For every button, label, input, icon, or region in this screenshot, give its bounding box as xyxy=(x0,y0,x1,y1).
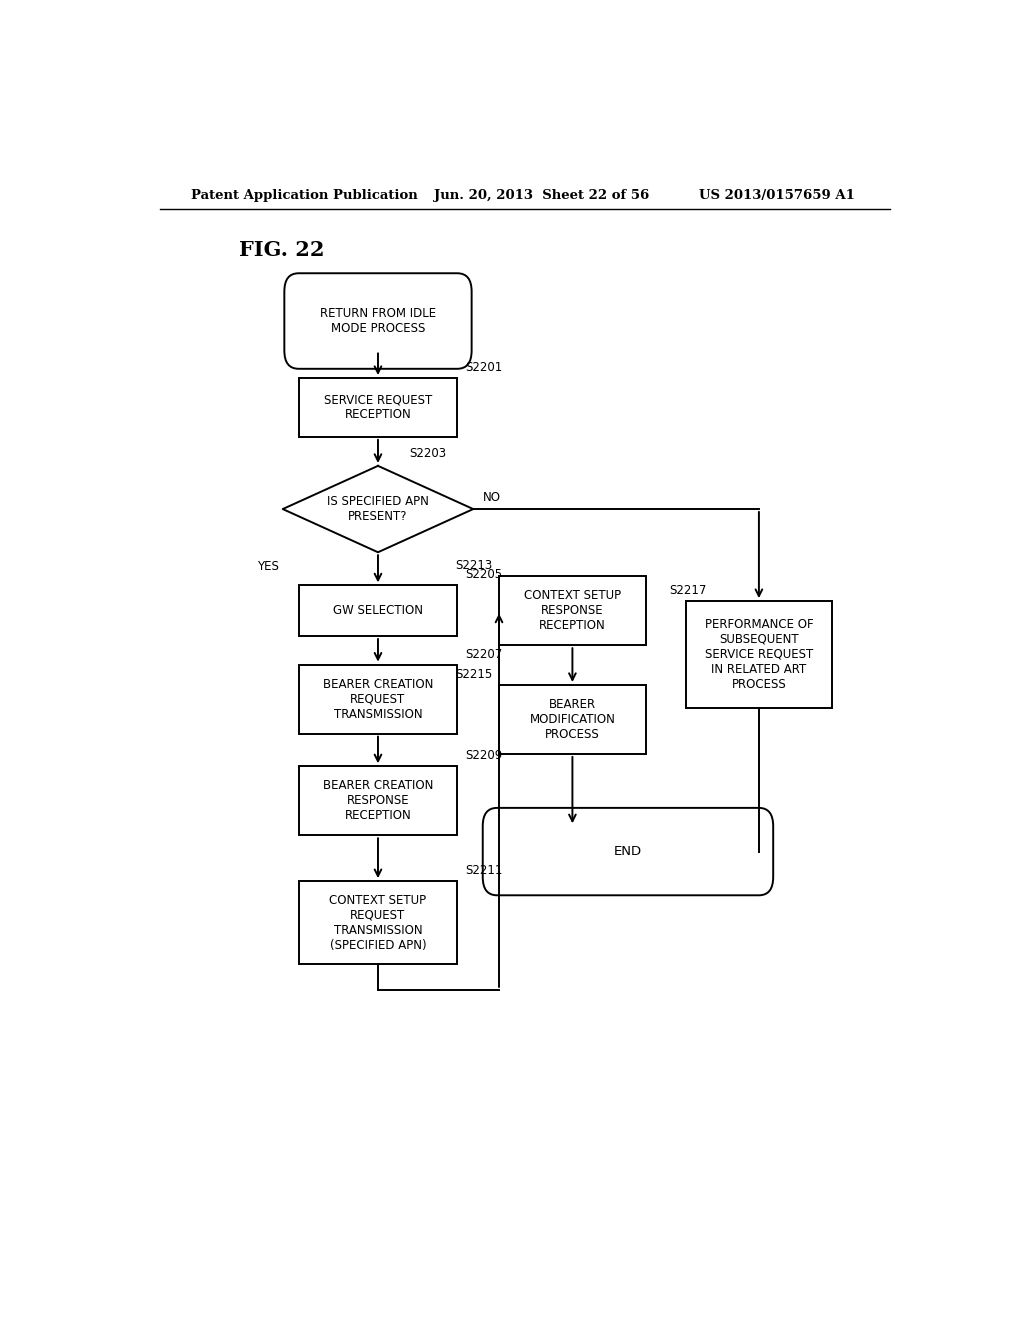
Text: END: END xyxy=(614,845,642,858)
FancyBboxPatch shape xyxy=(299,880,458,965)
Text: S2213: S2213 xyxy=(456,560,493,572)
Text: YES: YES xyxy=(257,561,279,573)
Text: BEARER CREATION
REQUEST
TRANSMISSION: BEARER CREATION REQUEST TRANSMISSION xyxy=(323,677,433,721)
Text: BEARER
MODIFICATION
PROCESS: BEARER MODIFICATION PROCESS xyxy=(529,698,615,741)
Text: GW SELECTION: GW SELECTION xyxy=(333,605,423,618)
Text: S2205: S2205 xyxy=(465,568,503,581)
FancyBboxPatch shape xyxy=(299,585,458,636)
Text: CONTEXT SETUP
RESPONSE
RECEPTION: CONTEXT SETUP RESPONSE RECEPTION xyxy=(524,589,621,632)
Text: S2207: S2207 xyxy=(465,648,503,660)
FancyBboxPatch shape xyxy=(685,601,833,708)
Text: S2211: S2211 xyxy=(465,865,503,876)
Text: BEARER CREATION
RESPONSE
RECEPTION: BEARER CREATION RESPONSE RECEPTION xyxy=(323,779,433,822)
Text: S2203: S2203 xyxy=(410,446,446,459)
FancyBboxPatch shape xyxy=(499,576,646,645)
Text: Patent Application Publication: Patent Application Publication xyxy=(191,189,418,202)
Text: CONTEXT SETUP
REQUEST
TRANSMISSION
(SPECIFIED APN): CONTEXT SETUP REQUEST TRANSMISSION (SPEC… xyxy=(330,894,427,952)
Text: FIG. 22: FIG. 22 xyxy=(240,240,325,260)
Text: SERVICE REQUEST
RECEPTION: SERVICE REQUEST RECEPTION xyxy=(324,393,432,421)
Text: S2217: S2217 xyxy=(670,583,707,597)
FancyBboxPatch shape xyxy=(299,766,458,836)
Text: S2215: S2215 xyxy=(456,668,493,681)
FancyBboxPatch shape xyxy=(482,808,773,895)
FancyBboxPatch shape xyxy=(499,685,646,754)
Text: NO: NO xyxy=(482,491,501,504)
FancyBboxPatch shape xyxy=(299,664,458,734)
Text: US 2013/0157659 A1: US 2013/0157659 A1 xyxy=(699,189,855,202)
FancyBboxPatch shape xyxy=(285,273,472,368)
Text: S2201: S2201 xyxy=(465,360,503,374)
Text: RETURN FROM IDLE
MODE PROCESS: RETURN FROM IDLE MODE PROCESS xyxy=(319,308,436,335)
Text: Jun. 20, 2013  Sheet 22 of 56: Jun. 20, 2013 Sheet 22 of 56 xyxy=(433,189,649,202)
Text: S2209: S2209 xyxy=(465,750,503,762)
FancyBboxPatch shape xyxy=(299,378,458,437)
Text: PERFORMANCE OF
SUBSEQUENT
SERVICE REQUEST
IN RELATED ART
PROCESS: PERFORMANCE OF SUBSEQUENT SERVICE REQUES… xyxy=(705,618,813,690)
Polygon shape xyxy=(283,466,473,552)
Text: IS SPECIFIED APN
PRESENT?: IS SPECIFIED APN PRESENT? xyxy=(327,495,429,523)
